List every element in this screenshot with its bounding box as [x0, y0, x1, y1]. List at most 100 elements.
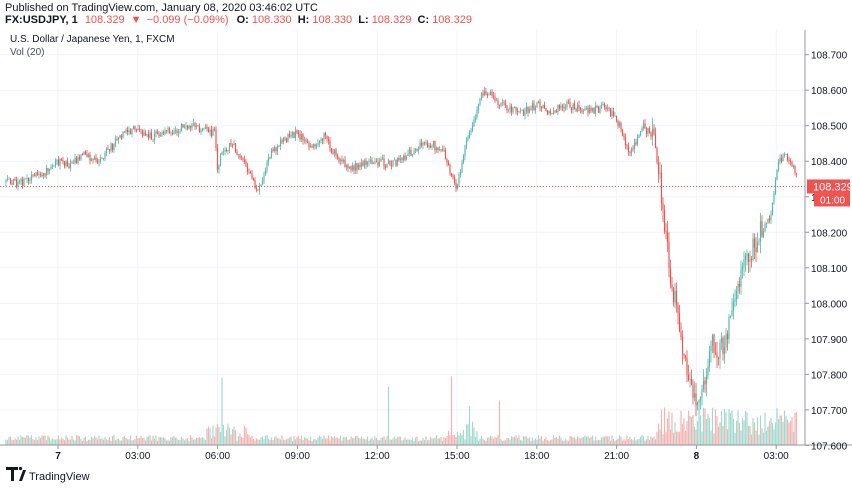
volume-bar [507, 438, 510, 445]
candle-body [462, 155, 465, 163]
volume-bar [183, 440, 186, 445]
volume-bar [170, 437, 172, 445]
volume-bar [716, 416, 718, 445]
candle-body [432, 141, 435, 147]
candle-body [731, 310, 733, 316]
candle-body [126, 129, 129, 133]
volume-bar [299, 439, 301, 445]
volume-bar [585, 436, 588, 445]
volume-bar [35, 437, 37, 445]
candle-body [273, 147, 276, 151]
candle-body [759, 221, 762, 242]
candle-body [339, 159, 342, 162]
volume-bar [708, 417, 711, 445]
candle-body [728, 317, 730, 340]
candle-body [674, 291, 676, 303]
price-tick-label: 108.000 [811, 299, 848, 310]
chart-legend-title[interactable]: U.S. Dollar / Japanese Yen, 1, FXCM [10, 34, 175, 45]
volume-bar [470, 436, 472, 445]
candle-body [302, 134, 304, 141]
volume-bar [525, 436, 528, 445]
candle-body [500, 102, 502, 106]
volume-bar [116, 439, 118, 445]
candle-body [629, 151, 631, 154]
volume-legend[interactable]: Vol (20) [10, 47, 44, 58]
plot-area[interactable] [0, 30, 805, 445]
volume-bar [533, 440, 535, 445]
volume-bar [125, 438, 127, 445]
candle-body [681, 337, 684, 354]
candle-body [20, 179, 22, 182]
volume-bar [596, 440, 598, 445]
candle-body [498, 104, 501, 106]
volume-bar [410, 439, 412, 445]
candle-body [497, 100, 499, 105]
candle-body [630, 148, 633, 154]
volume-bar [461, 434, 463, 445]
candle-body [714, 352, 717, 354]
candle-body [614, 116, 616, 117]
candle-body [284, 137, 286, 139]
candle-body [14, 178, 16, 180]
volume-bar [137, 438, 139, 445]
candle-body [239, 154, 241, 158]
candle-body [756, 242, 759, 253]
candle-body [477, 104, 480, 110]
volume-bar [614, 440, 616, 445]
volume-bar [51, 438, 54, 445]
candle-body [108, 149, 111, 151]
candle-body [534, 107, 537, 111]
candle-body [266, 161, 268, 171]
volume-bar [609, 440, 612, 445]
candle-body [303, 139, 306, 141]
volume-bar [749, 426, 751, 445]
volume-bar [330, 436, 333, 445]
volume-bar [677, 431, 679, 445]
volume-bar [695, 429, 697, 445]
candle-body [419, 143, 421, 149]
candle-body [255, 188, 258, 190]
candle-body [390, 164, 393, 166]
candle-body [333, 149, 336, 154]
volume-bar [728, 408, 730, 445]
candle-body [533, 103, 535, 111]
candle-body [743, 259, 745, 267]
candle-body [353, 165, 355, 171]
candle-body [716, 353, 718, 358]
volume-bar [117, 438, 120, 445]
tradingview-logo[interactable]: TradingView [6, 466, 90, 483]
candle-body [668, 241, 670, 269]
candle-body [53, 165, 55, 167]
candle-body [774, 180, 777, 193]
candle-body [761, 221, 763, 237]
candle-body [344, 159, 346, 167]
candle-body [341, 159, 343, 162]
published-note: Published on TradingView.com, January 08… [5, 2, 318, 14]
volume-bar [263, 439, 265, 445]
open-value: 108.330 [252, 14, 292, 26]
price-axis[interactable]: 108.700108.600108.500108.400108.300108.2… [805, 51, 848, 453]
candle-body [795, 173, 798, 174]
candle-body [213, 129, 216, 130]
volume-bar [258, 439, 261, 445]
candle-body [200, 131, 202, 133]
candle-body [395, 159, 397, 166]
time-axis[interactable]: 7 03:00 06:00 09:00 12:00 15:00 18:00 21:00 8 03:… [55, 445, 789, 462]
time-tick-label: 8 [694, 451, 700, 462]
volume-bar [501, 440, 504, 445]
volume-bar [723, 408, 726, 445]
volume-bar [347, 439, 349, 445]
volume-bar [195, 437, 198, 445]
volume-bar [20, 435, 22, 445]
candle-body [194, 122, 196, 127]
candle-body [560, 106, 562, 109]
candle-body [371, 160, 373, 164]
candle-body [66, 161, 69, 167]
volume-bar [732, 419, 735, 445]
candle-body [206, 126, 208, 129]
volume-bar [221, 377, 223, 445]
candle-body [591, 107, 594, 111]
volume-bar [563, 440, 565, 445]
